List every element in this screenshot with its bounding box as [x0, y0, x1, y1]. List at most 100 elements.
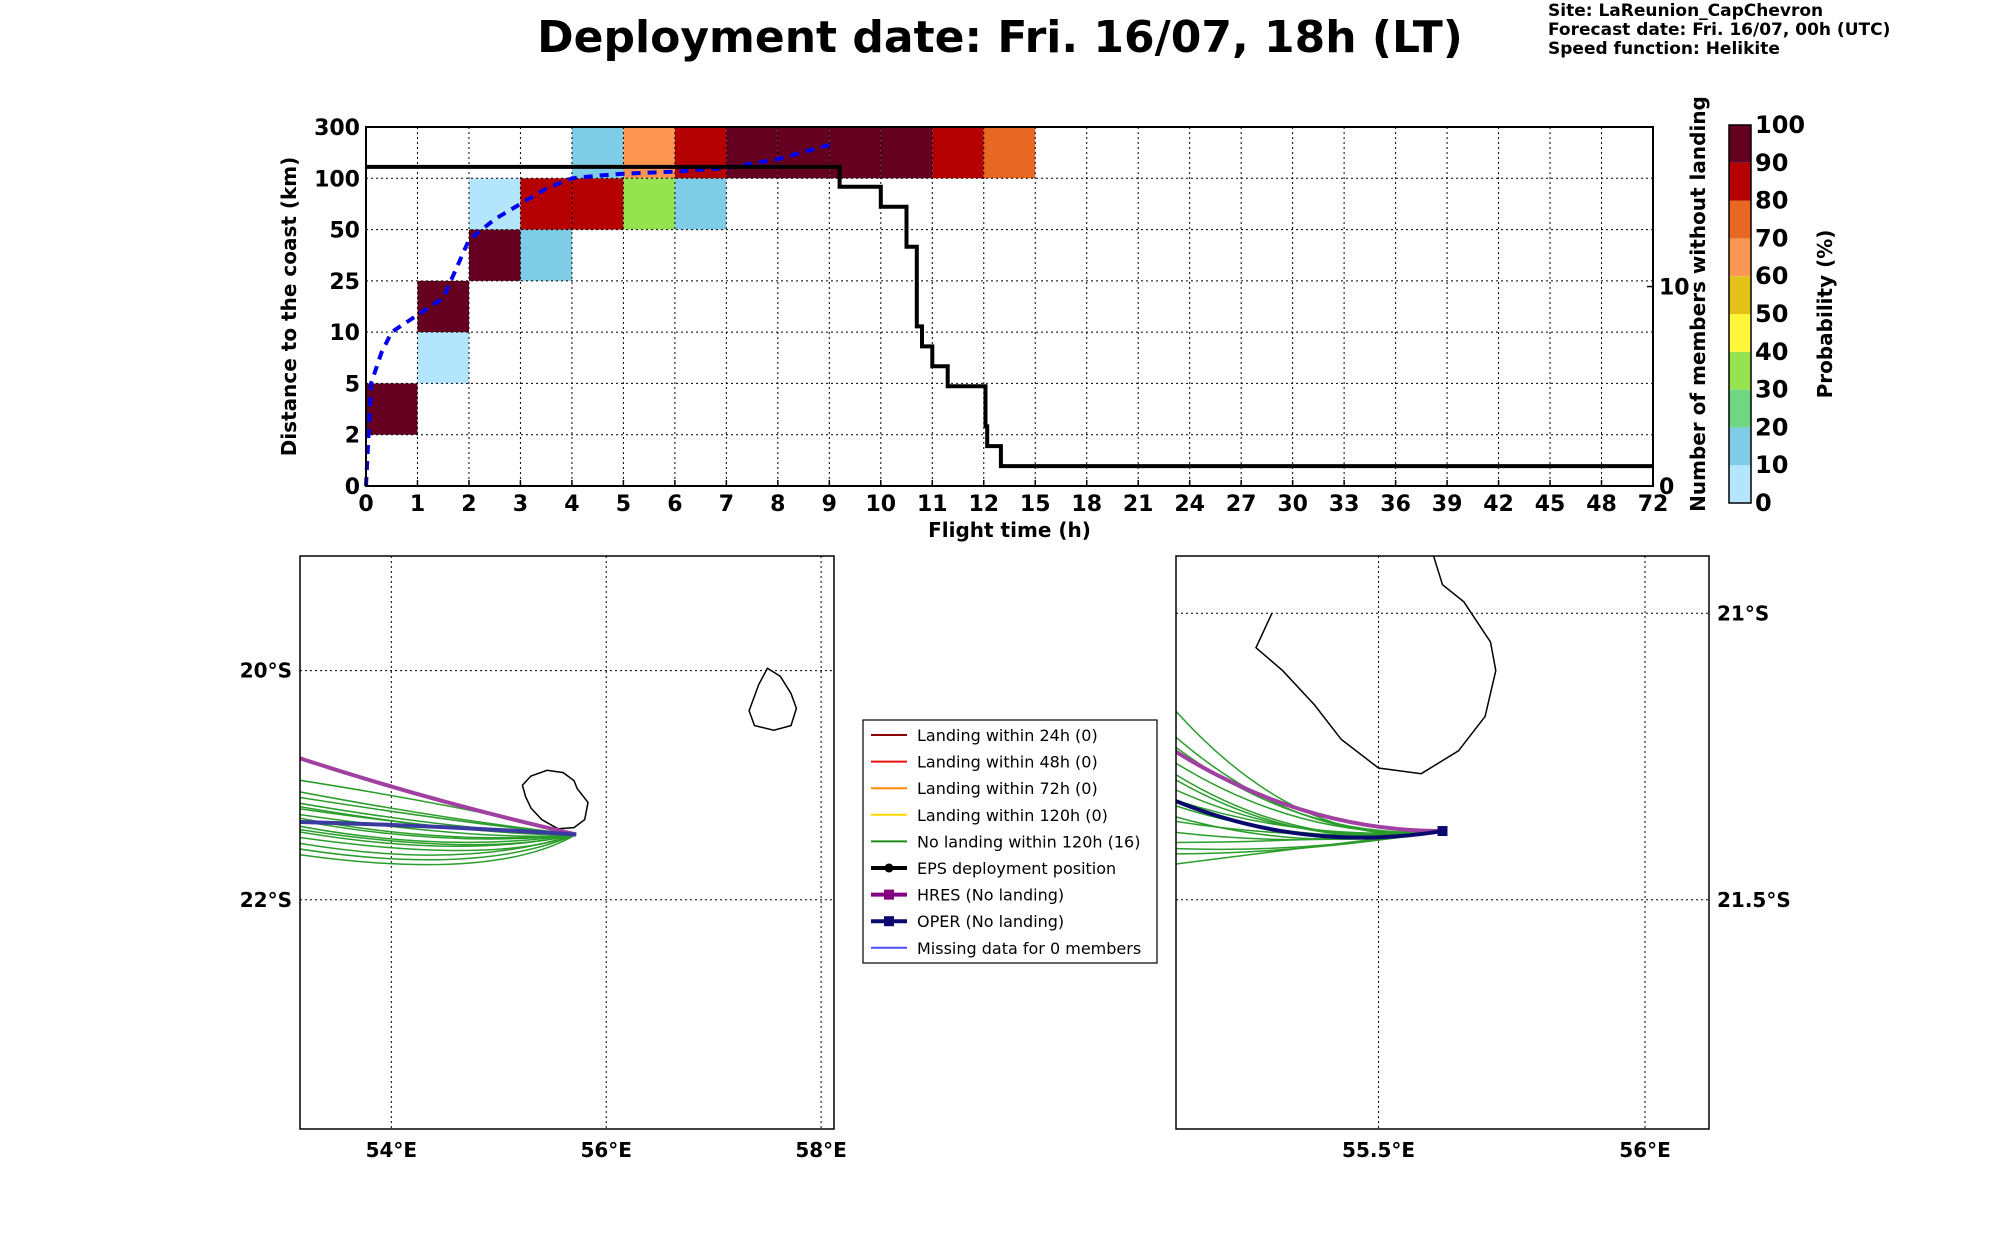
x-tick-label-19: 33: [1329, 492, 1360, 517]
heatmap-cell-11: [674, 178, 727, 230]
x-tick-label-23: 45: [1535, 492, 1566, 517]
legend-label-1: Landing within 48h (0): [917, 753, 1098, 772]
x-tick-label-25: 72: [1638, 492, 1669, 517]
zoom-lon-label-1: 56°E: [1619, 1138, 1671, 1162]
y-axis-label: Distance to the coast (km): [277, 157, 301, 457]
colorbar-tick-4: 40: [1755, 338, 1788, 366]
wide-trajectory-14: [300, 828, 577, 846]
map-zoom-content: [1176, 556, 1709, 1129]
legend-marker-7: [884, 916, 894, 927]
zoom-oper-trajectory: [1176, 798, 1443, 840]
heatmap-cell-9: [623, 178, 675, 230]
x-tick-label-8: 8: [770, 492, 785, 517]
mean-distance-curve: [364, 142, 830, 487]
colorbar-segment-5: [1729, 276, 1751, 314]
colorbar-tick-5: 50: [1755, 300, 1788, 328]
zoom-lat-label-1: 21.5°S: [1717, 888, 1791, 912]
colorbar-segment-7: [1729, 200, 1751, 239]
y2-tick-label-1: 10: [1659, 276, 1690, 301]
forecast-date-label: Forecast date: Fri. 16/07, 00h (UTC): [1548, 20, 1891, 40]
colorbar-tick-0: 0: [1755, 489, 1772, 517]
colorbar-segment-8: [1729, 162, 1751, 201]
wide-lat-label-0: 20°S: [240, 659, 292, 683]
x-tick-label-0: 0: [358, 492, 373, 517]
colorbar-tick-7: 70: [1755, 224, 1788, 252]
zoom-deployment-marker: [1437, 826, 1448, 837]
y-tick-label-2: 5: [345, 372, 360, 397]
colorbar-tick-8: 80: [1755, 187, 1788, 215]
heatmap-cell-10: [623, 127, 675, 179]
colorbar-tick-10: 100: [1755, 111, 1805, 139]
x-tick-label-17: 27: [1226, 492, 1257, 517]
heatmap-cell-18: [983, 127, 1036, 179]
zoom-reunion-outline: [1255, 556, 1497, 775]
x-tick-label-18: 30: [1277, 492, 1308, 517]
speed-function-label: Speed function: Helikite: [1548, 39, 1780, 59]
heatmap-cell-4: [468, 178, 521, 230]
x-tick-label-1: 1: [410, 492, 425, 517]
wide-trajectory-15: [300, 833, 577, 866]
heatmap-cell-7: [571, 178, 624, 230]
legend-label-0: Landing within 24h (0): [917, 726, 1098, 745]
heatmap-cell-6: [520, 178, 572, 230]
x-tick-label-11: 11: [917, 492, 948, 517]
x-tick-label-5: 5: [616, 492, 631, 517]
wide-lon-label-1: 56°E: [580, 1138, 632, 1162]
zoom-lon-label-0: 55.5°E: [1342, 1138, 1415, 1162]
mauritius-island-outline: [748, 667, 798, 731]
map-legend: Landing within 24h (0) Landing within 48h…: [862, 719, 1158, 964]
wide-lon-label-2: 58°E: [795, 1138, 847, 1162]
y-tick-label-7: 300: [314, 116, 360, 141]
x-tick-label-3: 3: [513, 492, 528, 517]
wide-hres-trajectory: [300, 756, 577, 837]
wide-lon-label-0: 54°E: [366, 1138, 418, 1162]
heatmap-cell-14: [777, 127, 830, 179]
colorbar-segment-6: [1729, 238, 1751, 277]
x-tick-label-20: 36: [1380, 492, 1411, 517]
heatmap-cell-17: [932, 127, 984, 179]
legend-item-4: No landing within 120h (16): [871, 832, 1140, 851]
zoom-hres-trajectory: [1176, 749, 1443, 834]
x-tick-label-15: 21: [1123, 492, 1154, 517]
x-tick-label-24: 48: [1586, 492, 1617, 517]
y-tick-label-4: 25: [329, 270, 360, 295]
y-tick-label-6: 100: [314, 167, 360, 192]
map-wide-frame: [299, 555, 835, 1130]
legend-item-8: Missing data for 0 members: [871, 939, 1141, 958]
page-title: Deployment date: Fri. 16/07, 18h (LT): [537, 12, 1463, 63]
y-tick-label-1: 2: [345, 424, 360, 449]
colorbar-tick-9: 90: [1755, 149, 1788, 177]
legend-frame: [862, 719, 1158, 964]
heatmap-cell-3: [468, 229, 521, 281]
y-tick-label-0: 0: [345, 475, 360, 500]
x-tick-label-13: 15: [1020, 492, 1051, 517]
x-axis-label: Flight time (h): [928, 518, 1091, 542]
colorbar-tick-6: 60: [1755, 262, 1788, 290]
heatmap-cell-2: [417, 280, 469, 333]
x-tick-label-22: 42: [1483, 492, 1514, 517]
map-zoom-frame: [1175, 555, 1710, 1130]
colorbar-tick-2: 20: [1755, 413, 1788, 441]
x-tick-label-6: 6: [667, 492, 682, 517]
map-zoom: [1175, 555, 1710, 1130]
colorbar-segment-0: [1729, 465, 1751, 503]
wide-lat-label-1: 22°S: [240, 888, 292, 912]
x-tick-label-14: 18: [1071, 492, 1102, 517]
legend-item-0: Landing within 24h (0): [871, 726, 1098, 745]
heatmap-cell-1: [417, 332, 469, 384]
map-wide: [299, 555, 835, 1130]
legend-label-4: No landing within 120h (16): [917, 832, 1140, 851]
members-without-landing-line: [366, 164, 1653, 469]
legend-label-6: HRES (No landing): [917, 886, 1064, 905]
legend-item-1: Landing within 48h (0): [871, 753, 1098, 772]
colorbar-segment-4: [1729, 314, 1751, 352]
heatmap-cell-15: [829, 127, 881, 179]
y-tick-label-5: 50: [329, 219, 360, 244]
legend-label-3: Landing within 120h (0): [917, 806, 1108, 825]
legend-label-7: OPER (No landing): [917, 912, 1064, 931]
legend-item-6: HRES (No landing): [871, 886, 1064, 905]
legend-item-2: Landing within 72h (0): [871, 779, 1098, 798]
x-tick-label-10: 10: [865, 492, 896, 517]
x-tick-label-2: 2: [461, 492, 476, 517]
x-tick-label-12: 12: [968, 492, 999, 517]
